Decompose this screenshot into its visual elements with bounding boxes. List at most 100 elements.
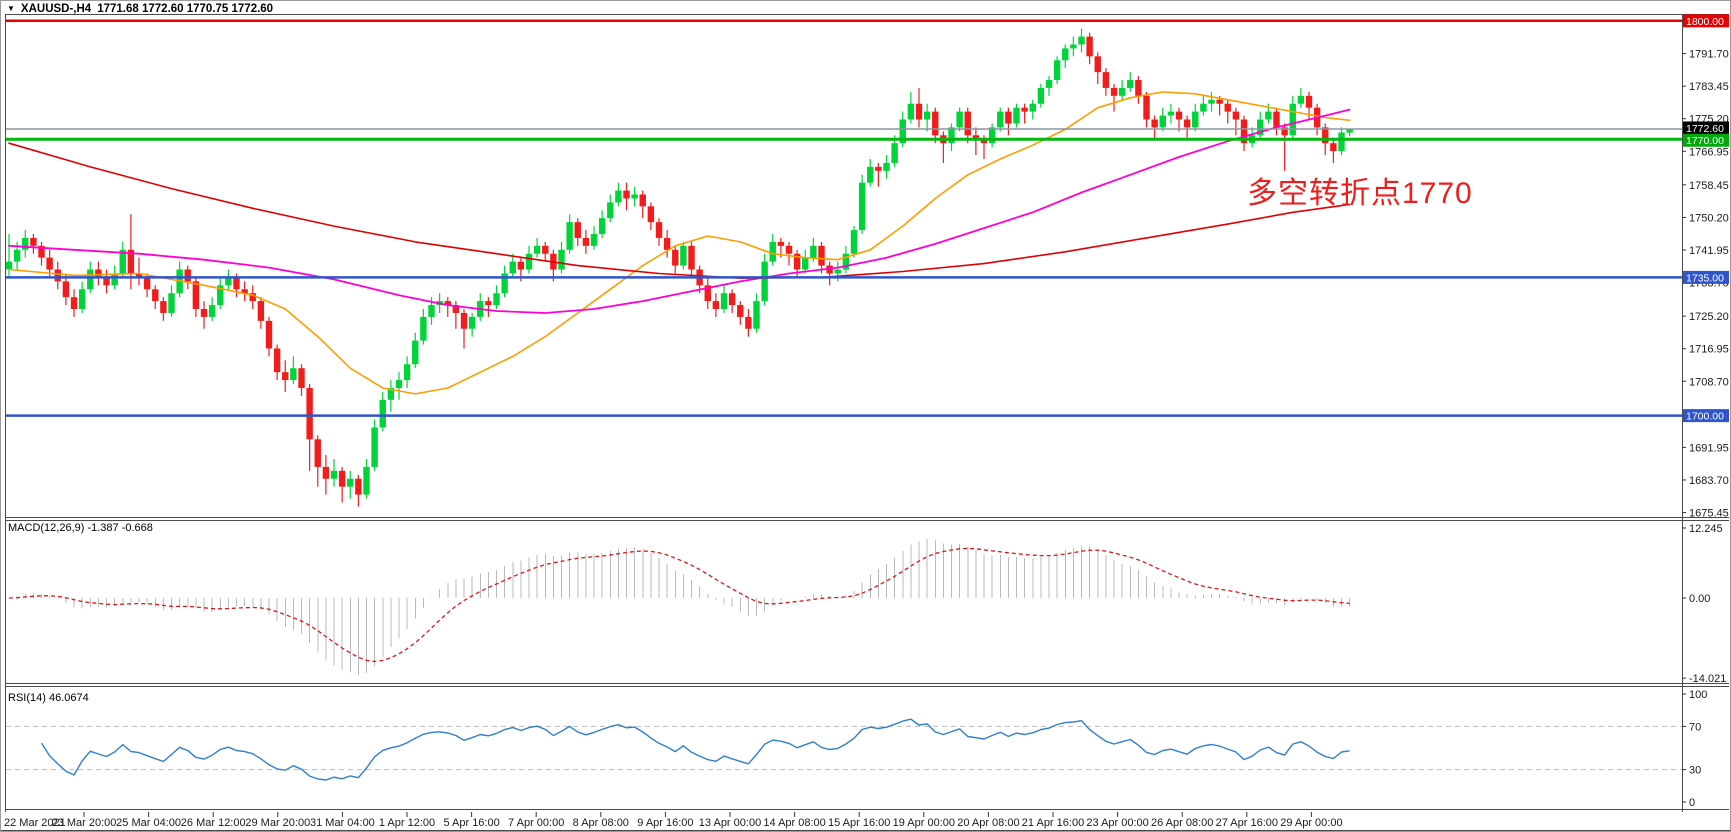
- price-tick-label: 1766.95: [1689, 146, 1729, 158]
- symbol-dropdown-icon[interactable]: ▼: [7, 3, 15, 13]
- candle-body: [119, 249, 126, 274]
- time-tick-label[interactable]: 14 Apr 08:00: [763, 817, 825, 829]
- price-label-box: [1683, 409, 1729, 423]
- candle-body: [542, 245, 549, 254]
- candle-body: [428, 305, 435, 317]
- price-label-box: [1683, 14, 1729, 28]
- price-label-box: [1683, 270, 1729, 284]
- candle-body: [241, 289, 248, 294]
- candle-body: [1151, 119, 1158, 128]
- time-tick-label[interactable]: 22 Mar 2021: [4, 817, 66, 829]
- candle-body: [501, 273, 508, 294]
- time-tick-label[interactable]: 15 Apr 16:00: [828, 817, 890, 829]
- time-tick-label[interactable]: 25 Mar 04:00: [116, 817, 181, 829]
- candle-body: [1167, 111, 1175, 116]
- candle-body: [143, 277, 151, 290]
- candle-body: [1102, 72, 1110, 88]
- candle-body: [533, 245, 541, 254]
- price-label-text: 1772.60: [1686, 123, 1724, 135]
- ma-mid-magenta: [8, 108, 1351, 314]
- candle-body: [54, 269, 61, 282]
- candle-body: [290, 368, 297, 381]
- candle-body: [834, 269, 841, 274]
- candle-body: [867, 166, 874, 183]
- time-tick-label[interactable]: 26 Apr 08:00: [1151, 817, 1213, 829]
- candle-body: [1135, 80, 1142, 96]
- candle-body: [192, 281, 200, 310]
- candle-body: [777, 241, 785, 246]
- time-tick-label[interactable]: 13 Apr 00:00: [699, 817, 761, 829]
- price-tick-label: 1716.95: [1689, 344, 1729, 356]
- candle-body: [761, 261, 768, 302]
- time-tick-label[interactable]: 23 Apr 00:00: [1086, 817, 1148, 829]
- candle-body: [200, 309, 208, 317]
- candle-body: [712, 301, 720, 310]
- time-tick-label[interactable]: 29 Apr 00:00: [1280, 817, 1342, 829]
- time-tick-label[interactable]: 20 Apr 08:00: [957, 817, 1019, 829]
- candle-body: [1053, 60, 1061, 81]
- candle-body: [420, 316, 427, 341]
- time-tick-label[interactable]: 29 Mar 20:00: [245, 817, 310, 829]
- time-tick-label[interactable]: 1 Apr 12:00: [379, 817, 435, 829]
- time-tick-label[interactable]: 26 Mar 12:00: [181, 817, 246, 829]
- candle-body: [1037, 87, 1045, 104]
- time-tick-label[interactable]: 7 Apr 00:00: [508, 817, 564, 829]
- candle-body: [468, 316, 476, 329]
- candle-body: [1208, 99, 1215, 104]
- candle-body: [785, 245, 793, 254]
- candle-body: [1273, 111, 1280, 128]
- time-tick-label[interactable]: 5 Apr 16:00: [443, 817, 499, 829]
- annotation-text[interactable]: 多空转折点1770: [1247, 177, 1473, 210]
- time-tick-label[interactable]: 31 Mar 04:00: [310, 817, 375, 829]
- time-tick-label[interactable]: 19 Apr 00:00: [893, 817, 955, 829]
- candle-body: [1240, 119, 1248, 144]
- candle-body: [282, 372, 289, 381]
- candle-body: [655, 222, 663, 238]
- time-tick-label[interactable]: 21 Apr 16:00: [1022, 817, 1084, 829]
- candle-body: [30, 237, 37, 246]
- price-tick-label: 1691.95: [1689, 442, 1729, 454]
- time-tick-label[interactable]: 8 Apr 08:00: [573, 817, 629, 829]
- price-label-text: 1735.00: [1686, 272, 1724, 284]
- candle-body: [631, 194, 638, 199]
- candle-body: [314, 439, 321, 467]
- candle-body: [1232, 111, 1240, 120]
- candle-body: [769, 241, 776, 262]
- candle-body: [225, 277, 232, 286]
- candle-body: [452, 305, 460, 313]
- rsi-line: [40, 718, 1350, 781]
- candle-body: [688, 245, 695, 270]
- time-tick-label[interactable]: 27 Apr 16:00: [1216, 817, 1278, 829]
- price-tick-label: 1725.20: [1689, 311, 1729, 323]
- candle-body: [485, 301, 492, 306]
- candle-body: [672, 249, 679, 266]
- candle-body: [46, 257, 53, 270]
- candle-body: [257, 301, 265, 321]
- candle-body: [412, 340, 419, 365]
- price-label-text: 1770.00: [1686, 135, 1724, 147]
- candle-body: [647, 206, 655, 223]
- macd-indicator-label: MACD(12,26,9) -1.387 -0.668: [8, 522, 153, 534]
- candle-body: [460, 312, 468, 329]
- candle-body: [493, 293, 500, 306]
- candle-body: [1265, 111, 1272, 120]
- candle-body: [948, 127, 955, 144]
- candle-body: [915, 103, 923, 120]
- chart-symbol-timeframe: XAUUSD-,H4: [20, 3, 92, 15]
- candle-body: [615, 190, 622, 203]
- candle-body: [387, 387, 395, 400]
- candle-body: [1257, 119, 1264, 136]
- time-tick-label[interactable]: 23 Mar 20:00: [52, 817, 117, 829]
- candle-body: [598, 218, 606, 234]
- candle-body: [964, 111, 971, 136]
- candle-body: [680, 245, 687, 266]
- price-label-text: 1800.00: [1686, 16, 1724, 28]
- candle-body: [1127, 80, 1134, 88]
- candle-body: [444, 301, 451, 306]
- candle-body: [980, 139, 988, 144]
- candle-body: [1045, 80, 1053, 88]
- candle-body: [1086, 36, 1093, 57]
- time-tick-label[interactable]: 9 Apr 16:00: [637, 817, 693, 829]
- price-tick-label: 1750.20: [1689, 212, 1729, 224]
